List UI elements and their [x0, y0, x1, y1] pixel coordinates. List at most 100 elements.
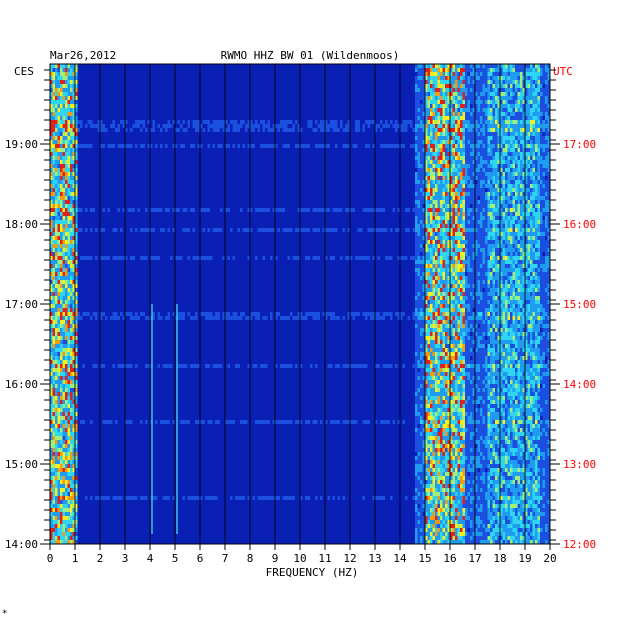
- spectrogram-cell: [217, 144, 220, 148]
- spectrogram-cell: [62, 76, 65, 80]
- spectrogram-cell: [300, 316, 303, 320]
- spectrogram-cell: [427, 212, 430, 216]
- spectrogram-cell: [470, 100, 473, 104]
- spectrogram-cell: [467, 160, 470, 164]
- spectrogram-cell: [52, 76, 55, 80]
- spectrogram-cell: [540, 148, 543, 152]
- spectrogram-cell: [437, 324, 440, 328]
- spectrogram-cell: [430, 100, 433, 104]
- spectrogram-cell: [495, 168, 498, 172]
- spectrogram-cell: [70, 92, 73, 96]
- spectrogram-cell: [520, 316, 523, 320]
- spectrogram-cell: [542, 160, 545, 164]
- spectrogram-cell: [487, 116, 490, 120]
- spectrogram-cell: [440, 76, 443, 80]
- spectrogram-cell: [457, 224, 460, 228]
- spectrogram-cell: [52, 288, 55, 292]
- spectrogram-cell: [477, 88, 480, 92]
- spectrogram-cell: [462, 248, 465, 252]
- spectrogram-cell: [530, 304, 533, 308]
- spectrogram-cell: [465, 276, 468, 280]
- spectrogram-cell: [415, 184, 418, 188]
- spectrogram-cell: [545, 80, 548, 84]
- spectrogram-cell: [455, 200, 458, 204]
- spectrogram-cell: [455, 212, 458, 216]
- spectrogram-cell: [515, 224, 518, 228]
- spectrogram-cell: [517, 200, 520, 204]
- spectrogram-cell: [70, 300, 73, 304]
- spectrogram-cell: [432, 324, 435, 328]
- spectrogram-cell: [520, 200, 523, 204]
- spectrogram-cell: [502, 80, 505, 84]
- spectrogram-cell: [537, 80, 540, 84]
- spectrogram-cell: [530, 312, 533, 316]
- spectrogram-cell: [202, 312, 205, 316]
- spectrogram-cell: [477, 184, 480, 188]
- spectrogram-cell: [445, 140, 448, 144]
- spectrogram-cell: [480, 208, 483, 212]
- spectrogram-cell: [70, 148, 73, 152]
- spectrogram-cell: [495, 72, 498, 76]
- spectrogram-cell: [125, 128, 128, 132]
- spectrogram-cell: [490, 136, 493, 140]
- spectrogram-cell: [470, 264, 473, 268]
- spectrogram-cell: [460, 260, 463, 264]
- spectrogram-cell: [425, 304, 428, 308]
- spectrogram-cell: [490, 252, 493, 256]
- spectrogram-cell: [512, 324, 515, 328]
- spectrogram-cell: [52, 312, 55, 316]
- spectrogram-cell: [480, 260, 483, 264]
- spectrogram-cell: [492, 204, 495, 208]
- spectrogram-cell: [65, 140, 68, 144]
- spectrogram-cell: [445, 244, 448, 248]
- spectrogram-cell: [520, 296, 523, 300]
- spectrogram-cell: [500, 284, 503, 288]
- spectrogram-cell: [372, 120, 375, 124]
- spectrogram-cell: [317, 208, 320, 212]
- spectrogram-cell: [417, 84, 420, 88]
- spectrogram-cell: [512, 268, 515, 272]
- spectrogram-cell: [547, 184, 550, 188]
- spectrogram-cell: [162, 228, 165, 232]
- spectrogram-cell: [75, 304, 78, 308]
- spectrogram-cell: [465, 64, 468, 68]
- spectrogram-cell: [420, 208, 423, 212]
- spectrogram-cell: [505, 224, 508, 228]
- spectrogram-cell: [497, 160, 500, 164]
- spectrogram-cell: [545, 288, 548, 292]
- spectrogram-cell: [452, 304, 455, 308]
- spectrogram-cell: [465, 204, 468, 208]
- spectrogram-cell: [445, 296, 448, 300]
- spectrogram-cell: [487, 196, 490, 200]
- spectrogram-cell: [540, 68, 543, 72]
- spectrogram-cell: [505, 128, 508, 132]
- spectrogram-cell: [492, 292, 495, 296]
- spectrogram-cell: [475, 88, 478, 92]
- spectrogram-cell: [57, 212, 60, 216]
- spectrogram-cell: [450, 136, 453, 140]
- spectrogram-cell: [517, 292, 520, 296]
- spectrogram-cell: [485, 308, 488, 312]
- spectrogram-cell: [377, 256, 380, 260]
- spectrogram-cell: [520, 272, 523, 276]
- spectrogram-cell: [492, 64, 495, 68]
- spectrogram-cell: [427, 312, 430, 316]
- spectrogram-cell: [447, 104, 450, 108]
- spectrogram-cell: [442, 188, 445, 192]
- spectrogram-cell: [70, 64, 73, 68]
- spectrogram-cell: [75, 132, 78, 136]
- spectrogram-cell: [435, 116, 438, 120]
- spectrogram-cell: [520, 228, 523, 232]
- spectrogram-cell: [65, 320, 68, 324]
- spectrogram-cell: [485, 272, 488, 276]
- spectrogram-cell: [55, 68, 58, 72]
- spectrogram-cell: [517, 64, 520, 68]
- spectrogram-cell: [72, 288, 75, 292]
- spectrogram-cell: [460, 84, 463, 88]
- spectrogram-cell: [497, 124, 500, 128]
- spectrogram-cell: [67, 228, 70, 232]
- spectrogram-cell: [487, 288, 490, 292]
- spectrogram-cell: [477, 192, 480, 196]
- spectrogram-cell: [445, 192, 448, 196]
- spectrogram-cell: [437, 128, 440, 132]
